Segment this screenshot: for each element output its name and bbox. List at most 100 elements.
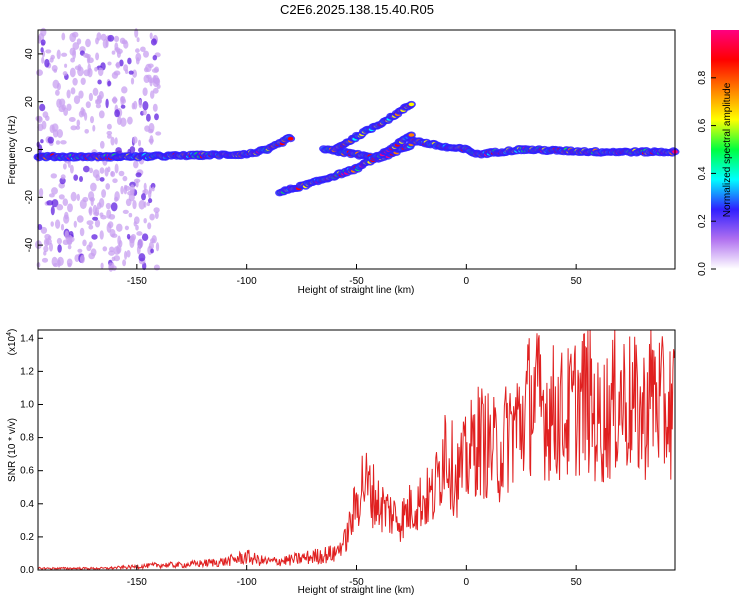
spectrogram-y-tick-label: 0	[24, 146, 35, 152]
spectrogram-noise-dot	[138, 147, 144, 153]
spectrogram-noise-dot	[129, 184, 135, 195]
spectrogram-noise-dot	[76, 38, 82, 45]
spectrogram-noise-dot	[62, 71, 68, 76]
spectrogram-noise-dot	[40, 47, 44, 53]
spectrogram-noise-dot	[36, 69, 43, 76]
spectrogram-noise-dot	[44, 58, 50, 68]
spectrogram-noise-dot	[78, 90, 84, 99]
spectrogram-noise-dot	[105, 39, 109, 48]
spectrogram-noise-dot	[121, 86, 128, 94]
snr-series-line	[37, 329, 676, 571]
spectrogram-noise-dot	[95, 52, 100, 61]
spectrogram-noise-dot	[97, 67, 104, 77]
spectrogram-noise-dot	[49, 57, 54, 63]
spectrogram-noise-dot	[143, 74, 150, 84]
snr-y-tick-label: 1.0	[20, 399, 34, 410]
spectrogram-noise-dot	[47, 136, 54, 144]
spectrogram-noise-dot	[67, 203, 73, 213]
colorbar: 0.0 0.2 0.4 0.6 0.8 Normalized spectral ampl…	[697, 30, 739, 276]
spectrogram-noise-dot	[143, 67, 149, 73]
spectrogram-x-tick-label: -150	[127, 276, 147, 287]
spectrogram-noise-dot	[129, 238, 135, 248]
spectrogram-noise-dot	[141, 233, 149, 242]
spectrogram-noise-dot	[72, 77, 78, 86]
spectrogram-noise-dot	[123, 184, 128, 189]
spectrogram-noise-dot	[132, 200, 137, 210]
spectrogram-noise-dot	[150, 38, 157, 46]
figure-title: C2E6.2025.138.15.40.R05	[280, 2, 434, 17]
spectrogram-noise-dot	[77, 248, 83, 253]
spectrogram-noise-dot	[149, 78, 153, 87]
spectrogram-noise-dot	[99, 140, 105, 149]
spectrogram-noise-dot	[107, 61, 112, 66]
spectrogram-noise-dot	[82, 53, 89, 58]
spectrogram-noise-dot	[76, 193, 80, 202]
spectrogram-noise-dot	[112, 96, 118, 104]
spectrogram-noise-dot	[88, 92, 93, 102]
spectrogram-noise-dot	[86, 220, 94, 226]
spectrogram-noise-dot	[60, 223, 65, 231]
spectrogram-noise-dot	[75, 125, 81, 130]
spectrogram-noise-dot	[152, 54, 158, 61]
spectrogram-noise-dot	[98, 110, 105, 119]
spectrogram-noise-dot	[84, 112, 88, 121]
spectrogram-y-axis: -40 -20 0 20 40	[24, 48, 43, 252]
spectrogram-noise-dot	[122, 259, 127, 267]
spectrogram-noise-dot	[37, 144, 43, 154]
spectrogram-noise-dot	[134, 28, 139, 38]
spectrogram-noise-dot	[73, 174, 79, 181]
spectrogram-noise-dot	[96, 202, 102, 210]
spectrogram-noise-dot	[109, 228, 116, 238]
spectrogram-noise-dot	[64, 63, 68, 68]
spectrogram-panel: -150 -100 -50 0 50 -40 -20 0 20 40 Height of str…	[7, 27, 680, 296]
spectrogram-noise-dot	[99, 167, 105, 174]
spectrogram-noise-dot	[55, 89, 60, 96]
spectrogram-marks	[33, 27, 680, 272]
spectrogram-noise-dot	[120, 185, 124, 195]
spectrogram-noise-dot	[147, 198, 153, 204]
snr-scale-label: (x104)	[6, 329, 18, 356]
spectrogram-noise-dot	[63, 107, 69, 117]
spectrogram-noise-dot	[142, 87, 148, 97]
spectrogram-noise-dot	[112, 178, 118, 184]
spectrogram-noise-dot	[107, 166, 111, 173]
spectrogram-noise-dot	[114, 42, 119, 51]
spectrogram-noise-dot	[56, 128, 64, 139]
spectrogram-noise-dot	[70, 87, 76, 95]
spectrogram-noise-dot	[73, 95, 81, 105]
spectrogram-noise-dot	[97, 94, 102, 104]
snr-x-tick-label: 0	[464, 577, 470, 588]
spectrogram-noise-dot	[60, 140, 67, 145]
snr-scale-prefix: (x10	[7, 335, 18, 355]
snr-x-tick-label: -50	[349, 577, 364, 588]
spectrogram-noise-dot	[136, 244, 141, 255]
spectrogram-noise-dot	[92, 204, 98, 215]
spectrogram-noise-dot	[66, 258, 73, 267]
spectrogram-noise-dot	[100, 262, 104, 269]
spectrogram-noise-dot	[153, 264, 160, 271]
spectrogram-noise-dot	[88, 207, 92, 214]
spectrogram-noise-dot	[94, 66, 98, 72]
spectrogram-noise-dot	[91, 234, 98, 240]
spectrogram-noise-dot	[44, 233, 51, 240]
spectrogram-noise-dot	[152, 87, 159, 94]
spectrogram-ylabel: Frequency (Hz)	[7, 116, 18, 185]
colorbar-tick-label: 0.2	[697, 214, 708, 228]
spectrogram-noise-dot	[48, 193, 55, 198]
spectrogram-noise-dot	[61, 52, 68, 57]
spectrogram-noise-dot	[154, 211, 159, 219]
spectrogram-noise-dot	[97, 79, 102, 85]
snr-panel: -150 -100 -50 0 50 0.00.20.40.60.81.01.21.4 …	[6, 329, 676, 596]
spectrogram-noise-dot	[99, 230, 104, 240]
spectrogram-noise-dot	[45, 238, 52, 245]
spectrogram-noise-dot	[143, 218, 147, 224]
spectrogram-noise-dot	[143, 50, 149, 58]
spectrogram-noise-dot	[111, 71, 119, 79]
spectrogram-noise-dot	[70, 191, 77, 202]
spectrogram-noise-dot	[94, 219, 101, 228]
spectrogram-ridge-cell	[408, 133, 415, 137]
spectrogram-noise-dot	[89, 115, 95, 124]
spectrogram-noise-dot	[82, 239, 87, 247]
spectrogram-noise-dot	[69, 47, 76, 56]
